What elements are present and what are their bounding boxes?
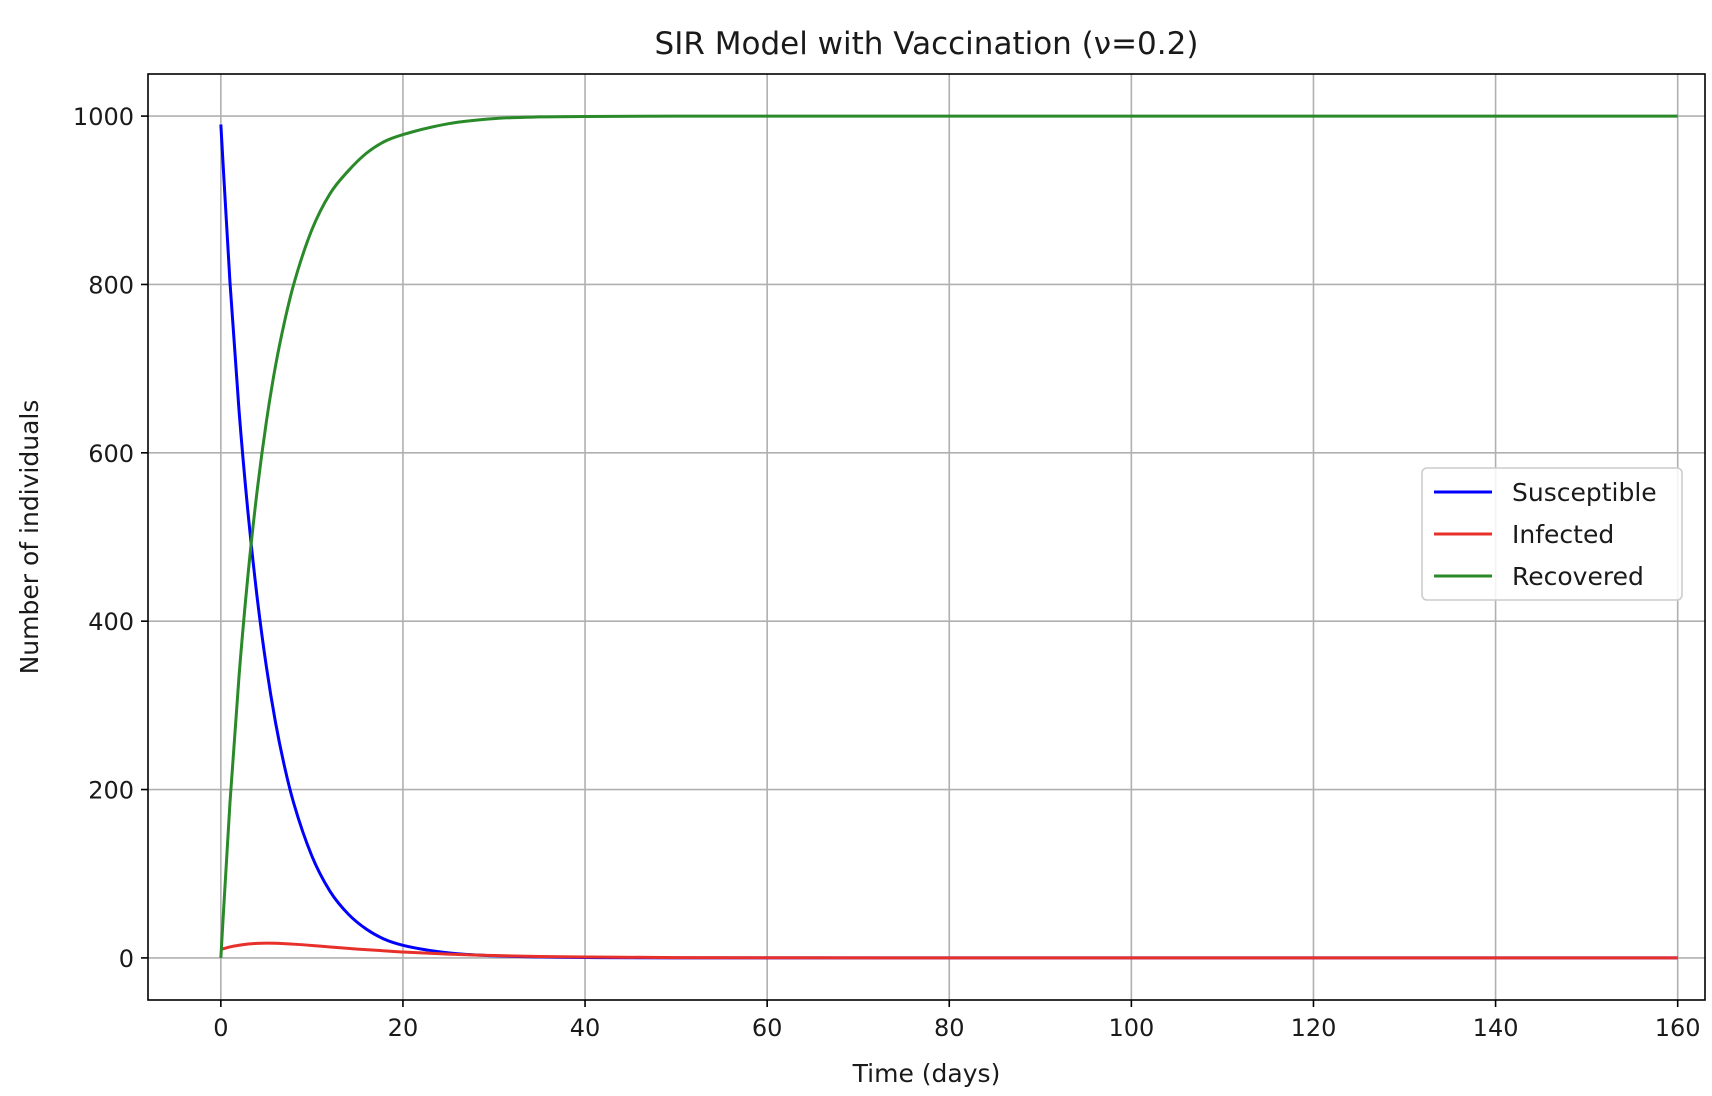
x-tick-label: 80 xyxy=(934,1014,965,1042)
legend: Susceptible Infected Recovered xyxy=(1421,467,1683,601)
legend-label-infected: Infected xyxy=(1512,520,1614,549)
y-tick-label: 600 xyxy=(88,440,134,468)
legend-box xyxy=(1421,467,1683,601)
x-tick-label: 40 xyxy=(570,1014,601,1042)
series-line-recovered xyxy=(219,114,1678,958)
series-line-infected xyxy=(220,941,1678,960)
legend-label-susceptible: Susceptible xyxy=(1512,478,1657,507)
y-tick-label: 800 xyxy=(88,271,134,299)
ticks: 0 20 40 60 80 100 120 140 160 0 200 400 600 800 1000 xyxy=(73,103,1701,1042)
y-tick-label: 0 xyxy=(119,945,134,973)
y-tick-label: 1000 xyxy=(73,103,134,131)
x-tick-label: 0 xyxy=(213,1014,228,1042)
x-tick-label: 120 xyxy=(1291,1014,1337,1042)
plot-frame xyxy=(147,73,1706,1001)
chart-title: SIR Model with Vaccination (ν=0.2) xyxy=(655,26,1199,62)
x-axis-label: Time (days) xyxy=(852,1059,1001,1088)
x-tick-label: 20 xyxy=(388,1014,419,1042)
y-tick-label: 400 xyxy=(88,608,134,636)
y-tick-label: 200 xyxy=(88,777,134,805)
x-tick-label: 140 xyxy=(1473,1014,1519,1042)
y-axis-label: Number of individuals xyxy=(15,400,44,675)
series-layer xyxy=(219,114,1678,960)
legend-label-recovered: Recovered xyxy=(1512,562,1644,591)
x-tick-label: 160 xyxy=(1655,1014,1701,1042)
x-tick-label: 100 xyxy=(1108,1014,1154,1042)
x-tick-label: 60 xyxy=(752,1014,783,1042)
